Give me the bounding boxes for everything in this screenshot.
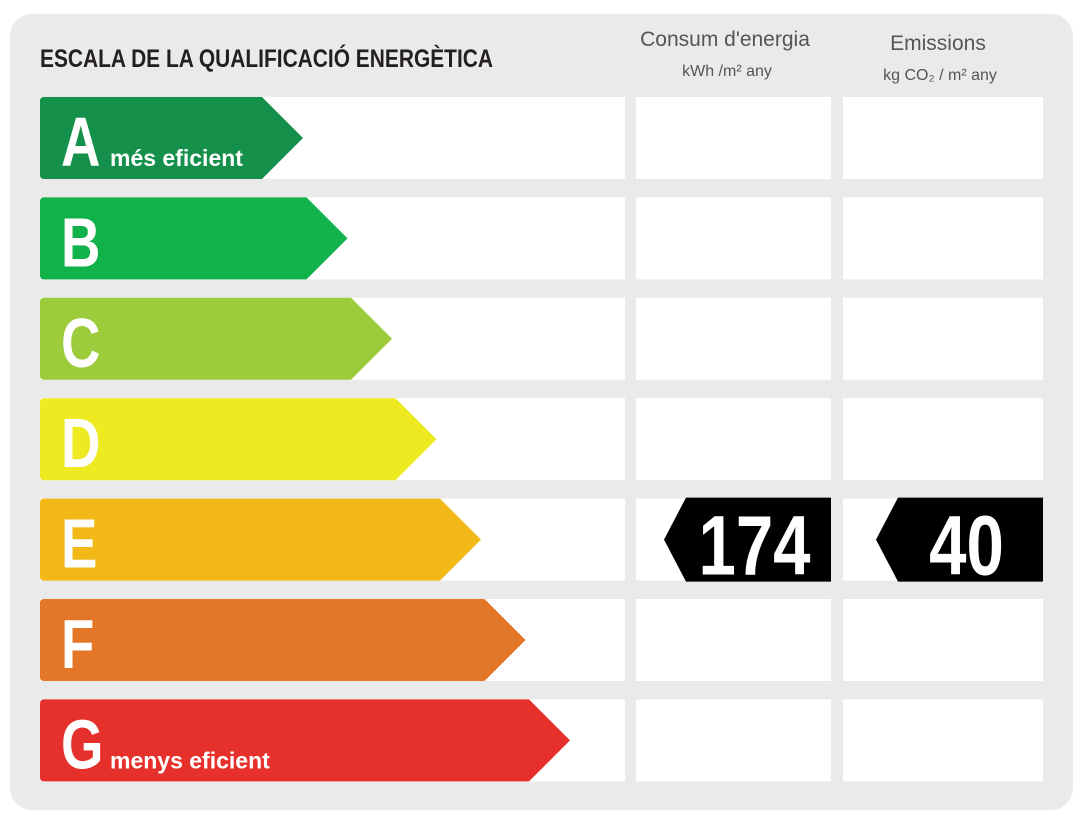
rating-letter: F (61, 606, 94, 684)
result-indicator (876, 497, 1043, 582)
rating-arrow (40, 97, 303, 179)
rating-arrow (40, 599, 526, 681)
rating-arrow (40, 197, 348, 280)
value-cell (843, 599, 1043, 681)
value-cell (636, 599, 831, 681)
value-cell (843, 398, 1043, 481)
value-cell (636, 97, 831, 179)
rating-letter: E (61, 505, 97, 583)
column-unit: kg CO₂ / m² any (883, 67, 997, 84)
value-cell (636, 699, 831, 782)
rating-letter: C (61, 304, 100, 382)
value-cell (843, 297, 1043, 380)
rating-letter: G (61, 706, 103, 784)
result-value: 174 (698, 500, 810, 594)
title: ESCALA DE LA QUALIFICACIÓ ENERGÈTICA (40, 43, 493, 73)
column-title: Consum d'energia (640, 28, 810, 51)
rating-arrow (40, 498, 481, 581)
result-value: 40 (929, 500, 1004, 594)
rating-arrow (40, 398, 437, 481)
value-cell (843, 97, 1043, 179)
rating-note: més eficient (110, 145, 243, 171)
rating-letter: D (61, 405, 100, 483)
rating-arrow (40, 699, 570, 782)
value-cell (843, 699, 1043, 782)
rating-arrow (40, 297, 392, 380)
rating-letter: A (61, 104, 100, 182)
value-cell (636, 398, 831, 481)
result-indicator (664, 497, 831, 582)
rating-letter: B (61, 204, 100, 282)
rating-note: menys eficient (110, 747, 270, 773)
value-cell (636, 197, 831, 280)
column-title: Emissions (890, 32, 986, 55)
column-unit: kWh /m² any (682, 63, 772, 80)
value-cell (636, 297, 831, 380)
value-cell (843, 197, 1043, 280)
